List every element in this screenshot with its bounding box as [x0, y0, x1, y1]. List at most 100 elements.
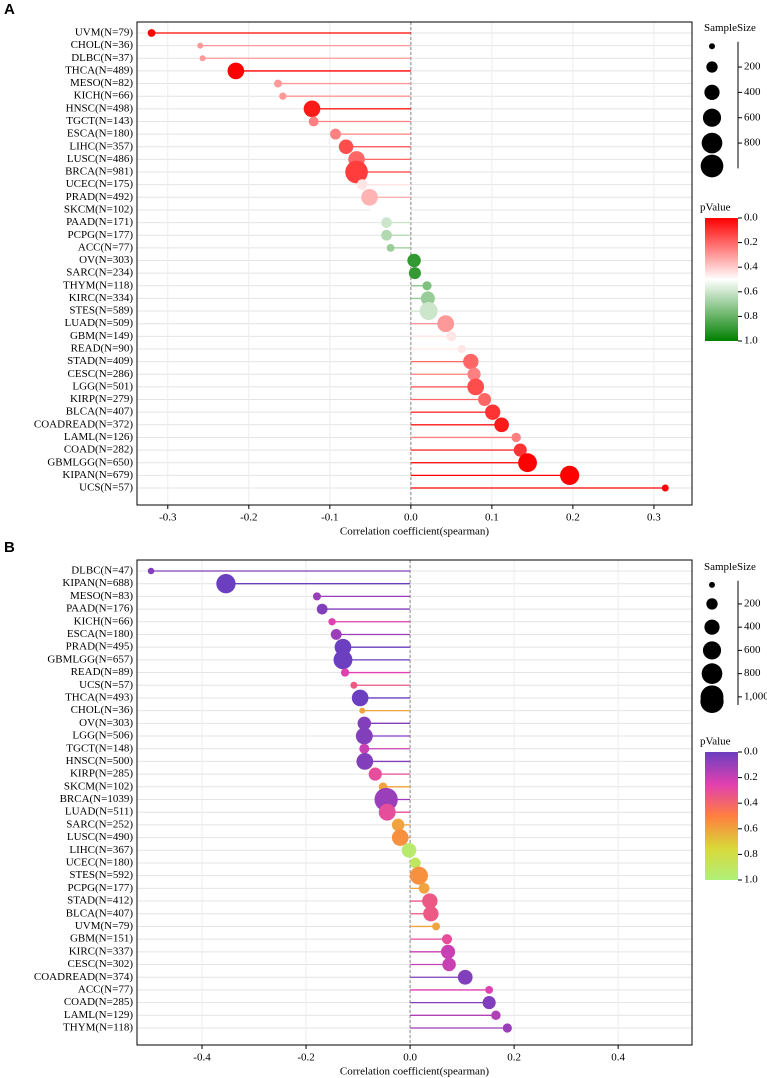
color-tick-label: 0.0: [744, 746, 758, 758]
category-label: KIRP(N=285): [70, 768, 133, 780]
size-legend-circle: [706, 598, 718, 610]
x-tick-label: 0.0: [404, 512, 418, 524]
point: [437, 315, 455, 333]
category-label: ACC(N=77): [78, 983, 133, 995]
size-legend-circle: [704, 84, 720, 100]
size-tick-label: 1,000: [744, 690, 767, 702]
point: [316, 603, 328, 615]
category-label: MESO(N=83): [70, 590, 133, 602]
category-label: PCPG(N=177): [68, 229, 134, 241]
colorbar: [705, 752, 738, 880]
category-label: LIHC(N=367): [69, 844, 133, 856]
point: [407, 253, 421, 268]
category-label: PRAD(N=492): [66, 191, 134, 203]
point: [312, 592, 321, 601]
category-label: LGG(N=506): [72, 730, 133, 742]
size-legend-circle: [701, 663, 723, 684]
point: [494, 417, 509, 433]
category-label: DLBC(N=47): [71, 565, 133, 577]
point: [330, 629, 342, 640]
category-label: KICH(N=66): [74, 90, 134, 102]
category-label: LUSC(N=490): [67, 831, 133, 843]
size-tick-label: 600: [744, 111, 761, 123]
category-label: BRCA(N=981): [65, 166, 133, 178]
point: [485, 404, 501, 420]
color-tick-label: 1.0: [744, 874, 758, 886]
category-label: CESC(N=302): [68, 958, 134, 970]
point: [661, 484, 669, 492]
category-label: THYM(N=118): [63, 279, 133, 291]
category-label: THCA(N=493): [65, 691, 133, 703]
point: [370, 205, 380, 215]
point: [446, 331, 457, 342]
point: [328, 618, 336, 626]
point: [273, 79, 282, 88]
category-label: CHOL(N=36): [71, 704, 134, 716]
size-tick-label: 400: [744, 86, 761, 98]
point: [308, 116, 319, 127]
point: [513, 443, 527, 457]
point: [361, 188, 378, 206]
category-label: GBM(N=149): [70, 330, 133, 342]
point: [432, 922, 441, 931]
category-label: UCEC(N=175): [66, 178, 134, 190]
category-label: THCA(N=489): [65, 64, 133, 76]
category-label: LUAD(N=509): [64, 317, 133, 329]
size-legend-circle: [700, 154, 724, 178]
color-tick-label: 0.2: [744, 771, 758, 783]
point: [457, 344, 467, 354]
color-tick-label: 0.8: [744, 848, 758, 860]
category-label: UCS(N=57): [79, 482, 133, 494]
point: [378, 803, 396, 821]
category-label: OV(N=303): [79, 254, 133, 266]
point: [334, 638, 352, 656]
size-legend-circle: [709, 581, 715, 588]
panel-label: B: [4, 539, 15, 556]
point: [359, 707, 366, 714]
category-label: COAD(N=282): [64, 444, 133, 456]
color-tick-label: 0.4: [744, 797, 758, 809]
category-label: KIRP(N=279): [70, 393, 133, 405]
point: [442, 957, 456, 972]
category-label: HNSC(N=500): [66, 755, 134, 767]
category-label: BRCA(N=1039): [60, 793, 134, 805]
category-label: PAAD(N=171): [66, 216, 133, 228]
point: [502, 1023, 512, 1033]
category-label: READ(N=89): [71, 666, 134, 678]
category-label: LAML(N=129): [64, 1009, 133, 1021]
category-label: COAD(N=285): [64, 996, 133, 1008]
category-label: LAML(N=126): [64, 431, 133, 443]
point: [147, 29, 156, 37]
category-label: MESO(N=82): [70, 77, 133, 89]
x-tick-label: 0.0: [403, 1052, 417, 1064]
point: [408, 267, 421, 280]
category-label: OV(N=303): [79, 717, 133, 729]
category-label: LUAD(N=511): [65, 806, 133, 818]
point: [391, 829, 409, 846]
size-tick-label: 400: [744, 621, 761, 633]
point: [147, 567, 155, 575]
category-label: PAAD(N=176): [66, 603, 133, 615]
x-tick-label: 0.1: [485, 512, 499, 524]
category-label: PRAD(N=495): [66, 641, 134, 653]
color-legend-title: pValue: [700, 736, 731, 748]
category-label: UCS(N=57): [79, 679, 133, 691]
size-legend-title: SampleSize: [704, 22, 756, 34]
point: [423, 906, 439, 922]
point: [333, 650, 353, 670]
category-label: LUSC(N=486): [67, 153, 133, 165]
point: [386, 243, 395, 252]
point: [381, 229, 392, 241]
category-label: ESCA(N=180): [67, 128, 133, 140]
category-label: SKCM(N=102): [64, 780, 133, 792]
size-legend-circle: [706, 61, 718, 73]
category-label: UVM(N=79): [75, 920, 133, 932]
color-tick-label: 0.0: [744, 212, 758, 224]
x-axis-label: Correlation coefficient(spearman): [340, 1066, 489, 1078]
size-legend-circle: [702, 108, 722, 127]
point: [356, 179, 368, 191]
size-legend-title: SampleSize: [704, 561, 756, 573]
category-label: STAD(N=412): [67, 895, 133, 907]
point: [279, 92, 287, 100]
